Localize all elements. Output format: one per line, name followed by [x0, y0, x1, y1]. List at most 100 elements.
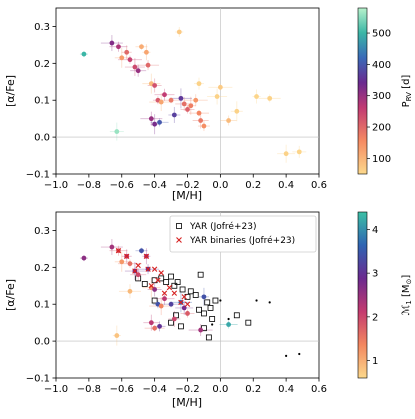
- data-point: [198, 327, 204, 333]
- yar-point: [151, 297, 158, 304]
- yar-point: [196, 306, 202, 313]
- y-tick-label: 0.1: [34, 96, 50, 107]
- x-tick-label: −0.8: [77, 180, 101, 191]
- data-point: [148, 320, 154, 326]
- yar-point: [187, 288, 194, 295]
- small-data-point: [268, 301, 271, 304]
- data-point: [181, 101, 187, 107]
- data-point: [157, 323, 162, 329]
- yar-binary-point: [148, 283, 155, 289]
- data-point: [127, 261, 133, 267]
- data-point: [196, 110, 202, 116]
- data-point: [201, 123, 207, 129]
- top-colorbar: [357, 7, 368, 175]
- small-data-point: [227, 317, 230, 321]
- small-data-point: [255, 299, 258, 302]
- small-data-point: [285, 354, 288, 357]
- colorbar-tick-label: 400: [372, 60, 391, 71]
- data-point: [188, 103, 194, 109]
- y-tick-label: 0.2: [34, 263, 50, 274]
- data-point: [178, 95, 184, 101]
- legend-yar-label: YAR (Jofré+23): [189, 221, 256, 232]
- yar-binary-point: [161, 290, 168, 296]
- data-point: [196, 81, 202, 87]
- yar-point: [212, 297, 219, 304]
- yar-point: [209, 316, 216, 322]
- data-point: [176, 29, 182, 35]
- data-point: [109, 40, 115, 46]
- yar-binary-point: [155, 277, 161, 283]
- x-tick-label: −1.0: [44, 384, 68, 395]
- yar-point: [171, 282, 178, 289]
- data-point: [152, 121, 158, 127]
- yar-binary-point: [171, 290, 178, 296]
- x-tick-label: −0.6: [110, 384, 134, 395]
- bottom-yar-points: [135, 271, 252, 341]
- yar-point: [204, 299, 211, 306]
- colorbar-tick-label: 300: [372, 91, 391, 102]
- data-point: [119, 55, 125, 61]
- yar-binary-point: [145, 266, 151, 272]
- yar-point: [184, 293, 191, 300]
- yar-binary-point: [178, 299, 184, 306]
- legend-yar-marker: [176, 223, 182, 229]
- data-point: [214, 94, 220, 99]
- data-point: [217, 84, 223, 90]
- data-point: [168, 97, 174, 103]
- yar-binary-point: [135, 262, 141, 269]
- data-point: [162, 296, 167, 302]
- yar-binary-point: [184, 301, 191, 307]
- yar-point: [201, 310, 207, 317]
- x-tick-label: 0.0: [212, 180, 228, 191]
- yar-binary-point: [151, 266, 158, 272]
- data-point: [185, 311, 190, 316]
- yar-point: [178, 323, 184, 330]
- legend-box: [169, 215, 317, 253]
- bottom-small-points: [211, 299, 301, 357]
- y-tick-label: −0.1: [26, 374, 50, 385]
- data-point: [171, 316, 177, 322]
- colorbar-tick-label: 100: [372, 154, 391, 165]
- bottom-colorbar: [357, 211, 368, 379]
- top-errorbars: [79, 26, 307, 163]
- x-tick-label: 0.2: [245, 180, 261, 191]
- yar-point: [245, 319, 252, 326]
- data-point: [158, 99, 164, 105]
- top-axes: −1.0 −0.8 −0.6 −0.4 −0.2 0.0 0.2 0.4 0.6 −0.1 0.0 0…: [26, 22, 327, 191]
- small-data-point: [211, 323, 214, 326]
- yar-binary-point: [181, 294, 187, 300]
- x-tick-label: 0.6: [311, 180, 327, 191]
- yar-point: [158, 275, 165, 282]
- data-point: [114, 129, 120, 134]
- yar-point: [205, 334, 212, 341]
- yar-binary-point: [132, 268, 138, 274]
- bottom-panel: −1.0 −0.8 −0.6 −0.4 −0.2 0.0 0.2 0.4 0.6 −0.1 0.0 0…: [4, 211, 413, 409]
- top-panel: −1.0 −0.8 −0.6 −0.4 −0.2 0.0 0.2 0.4 0.6 −0.1 0.0 0…: [4, 7, 413, 202]
- yar-point: [151, 277, 158, 284]
- data-point: [201, 294, 207, 300]
- data-point: [185, 107, 190, 112]
- y-tick-label: 0.0: [34, 133, 50, 144]
- bottom-x-axis-label: [M/H]: [172, 396, 202, 409]
- top-colorbar-ticks: 100 200 300 400 500: [367, 29, 391, 165]
- data-point: [81, 255, 87, 261]
- x-tick-label: −0.4: [142, 180, 166, 191]
- yar-binary-point: [158, 270, 164, 276]
- yar-point: [168, 273, 174, 280]
- data-point: [116, 44, 121, 50]
- colorbar-tick-label: 4: [372, 225, 378, 236]
- y-tick-label: 0.2: [34, 59, 50, 70]
- data-point: [283, 151, 289, 157]
- data-point: [152, 83, 158, 88]
- bottom-colorbar-label: ℳ1 [M⊙]: [401, 275, 413, 316]
- small-data-point: [219, 299, 222, 302]
- y-tick-label: 0.3: [34, 22, 50, 33]
- y-tick-label: 0.0: [34, 337, 50, 348]
- x-tick-label: 0.0: [212, 384, 228, 395]
- x-tick-label: −0.4: [142, 384, 166, 395]
- x-tick-label: 0.2: [245, 384, 261, 395]
- top-reference-lines: [56, 8, 319, 174]
- y-tick-label: 0.3: [34, 226, 50, 237]
- data-point: [139, 44, 144, 50]
